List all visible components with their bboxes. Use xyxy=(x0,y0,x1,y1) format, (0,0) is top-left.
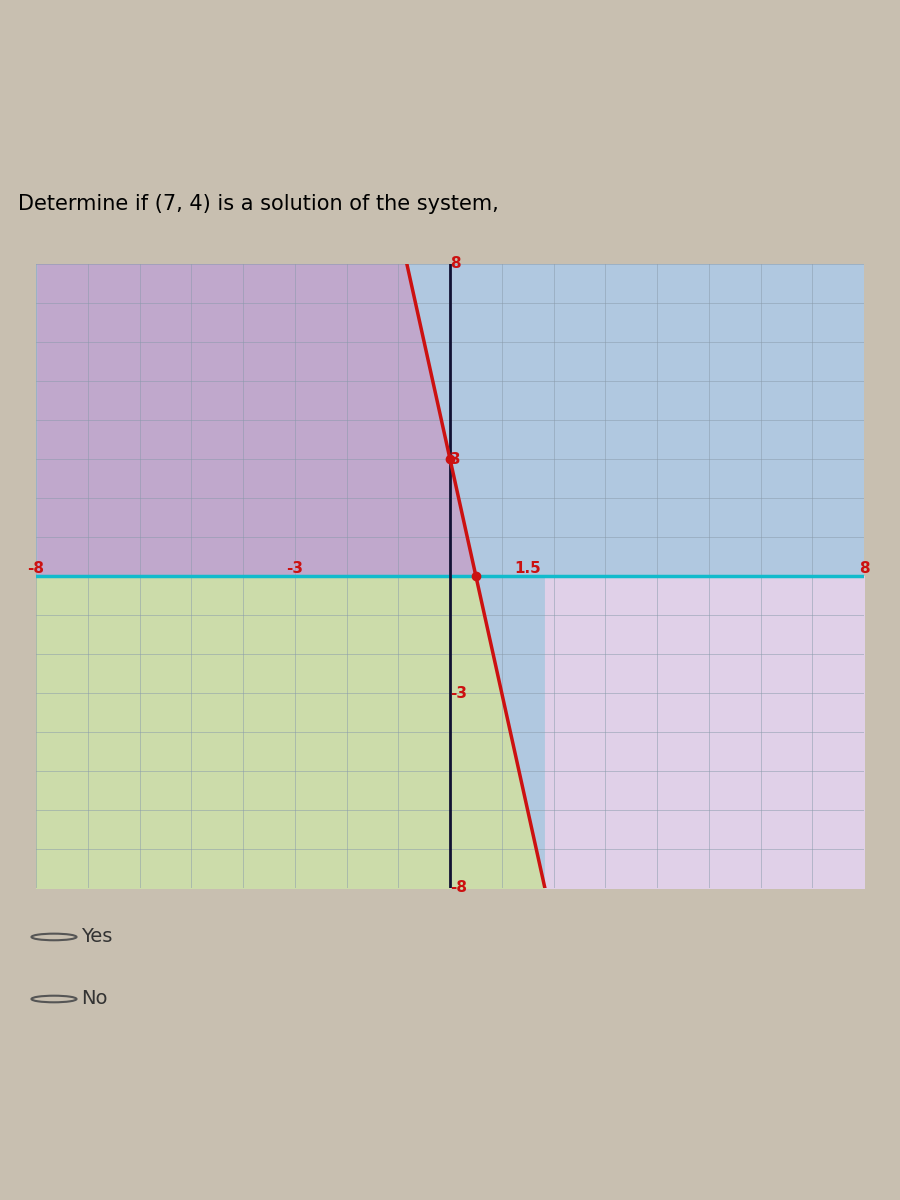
Text: -8: -8 xyxy=(28,560,44,576)
Text: 3: 3 xyxy=(450,451,461,467)
Text: -8: -8 xyxy=(450,881,467,895)
Text: 8: 8 xyxy=(450,257,461,271)
Text: 8: 8 xyxy=(859,560,869,576)
Text: Yes: Yes xyxy=(81,928,112,947)
Text: 1.5: 1.5 xyxy=(514,560,541,576)
Text: -3: -3 xyxy=(450,685,467,701)
Text: -3: -3 xyxy=(286,560,303,576)
Text: Determine if (7, 4) is a solution of the system,: Determine if (7, 4) is a solution of the… xyxy=(18,194,499,214)
Text: No: No xyxy=(81,990,107,1008)
